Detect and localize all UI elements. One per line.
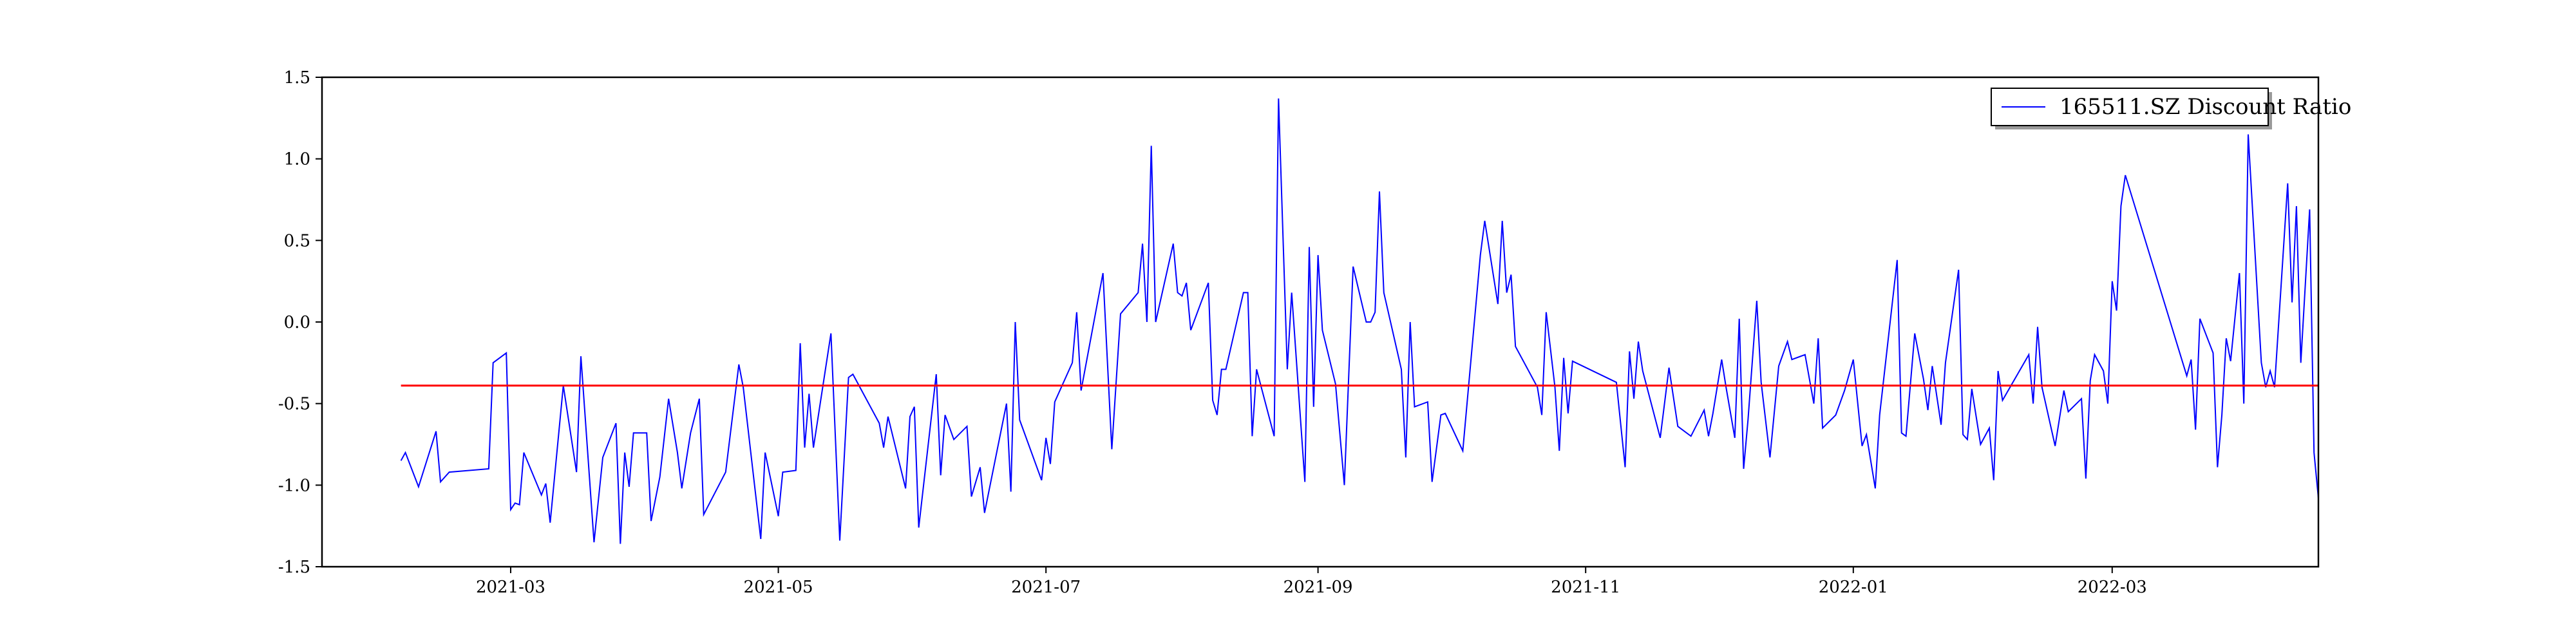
series-line-165511-sz-discount-ratio (400, 98, 2319, 544)
x-tick-label: 2021-09 (1283, 578, 1353, 597)
y-tick-label: -1.0 (278, 476, 310, 495)
legend: 165511.SZ Discount Ratio (1991, 88, 2351, 129)
y-tick-label: 1.5 (284, 68, 310, 88)
x-tick-label: 2022-03 (2078, 578, 2147, 597)
y-tick-label: 0.5 (284, 231, 310, 251)
y-axis: -1.5 -1.0 -0.5 0.0 0.5 1.0 1.5 (278, 68, 322, 577)
x-tick-label: 2021-11 (1551, 578, 1620, 597)
legend-label: 165511.SZ Discount Ratio (2060, 94, 2351, 120)
plot-frame (321, 76, 2320, 568)
x-tick-label: 2021-07 (1011, 578, 1081, 597)
y-tick-label: 1.0 (284, 150, 310, 169)
x-tick-label: 2021-05 (744, 578, 813, 597)
x-axis: 2021-03 2021-05 2021-07 2021-09 2021-11 2022-… (476, 567, 2147, 597)
y-tick-label: 0.0 (284, 313, 310, 332)
y-tick-label: -1.5 (278, 558, 310, 577)
x-tick-label: 2021-03 (476, 578, 545, 597)
plot-area (400, 98, 2319, 544)
y-tick-label: -0.5 (278, 395, 310, 414)
x-tick-label: 2022-01 (1819, 578, 1888, 597)
